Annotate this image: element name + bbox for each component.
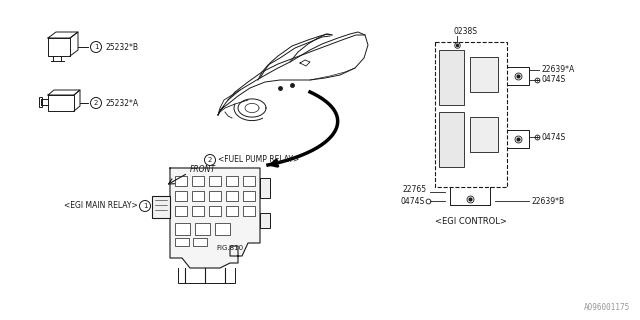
Bar [193,238,207,246]
Bar [470,57,498,92]
Text: 1: 1 [93,44,99,50]
Bar [260,178,270,198]
Bar [192,206,204,216]
Text: 0474S: 0474S [401,196,425,205]
Text: A096001175: A096001175 [584,303,630,312]
Text: 0238S: 0238S [453,28,477,36]
Text: FIG.810: FIG.810 [216,245,244,251]
Text: 1: 1 [143,203,147,209]
Bar [175,206,187,216]
Text: 2: 2 [208,157,212,163]
Bar [192,191,204,201]
Text: 0474S: 0474S [541,132,565,141]
Bar [152,196,170,218]
Bar [243,176,255,186]
Bar [215,223,230,235]
Text: <EGI CONTROL>: <EGI CONTROL> [435,218,507,227]
Bar [439,50,464,105]
Bar [209,191,221,201]
Bar [192,176,204,186]
Bar [435,42,507,187]
Bar [175,223,190,235]
Text: 22639*B: 22639*B [531,196,564,205]
Text: 22639*A: 22639*A [541,66,574,75]
Text: 2: 2 [94,100,98,106]
Bar [470,117,498,152]
Bar [39,97,42,107]
Bar [175,191,187,201]
Bar [209,176,221,186]
Bar [439,112,464,167]
Text: 22765: 22765 [403,186,427,195]
Bar [243,191,255,201]
Bar [226,191,238,201]
Text: FRONT: FRONT [190,165,216,174]
Bar [175,176,187,186]
Text: <FUEL PUMP RELAY>: <FUEL PUMP RELAY> [218,156,300,164]
Text: <EGI MAIN RELAY>: <EGI MAIN RELAY> [64,202,138,211]
Bar [226,206,238,216]
Bar [195,223,210,235]
Text: 25232*A: 25232*A [105,99,138,108]
Text: 25232*B: 25232*B [105,43,138,52]
Text: 0474S: 0474S [541,76,565,84]
Bar [243,206,255,216]
Bar [260,213,270,228]
Bar [226,176,238,186]
Polygon shape [170,168,260,268]
Bar [175,238,189,246]
Bar [209,206,221,216]
